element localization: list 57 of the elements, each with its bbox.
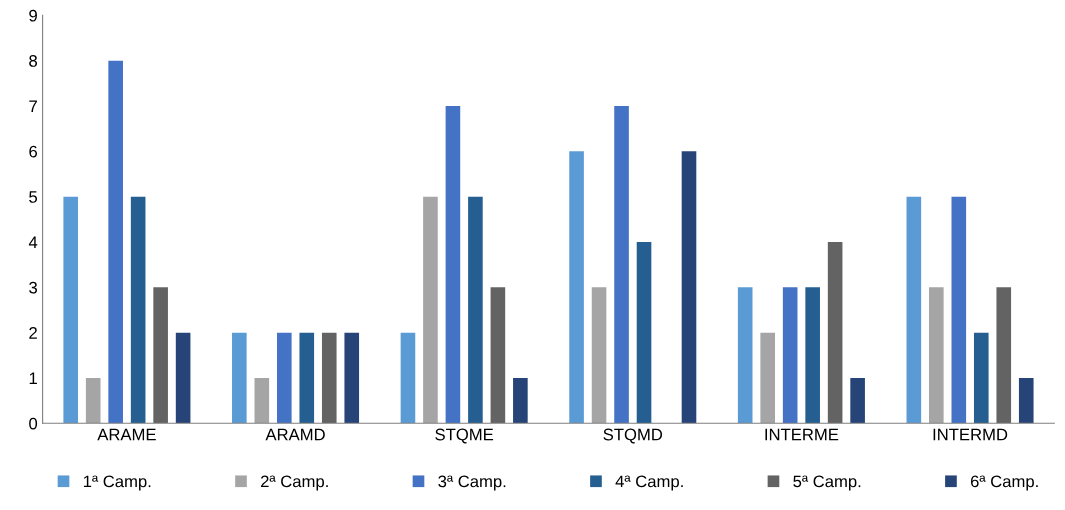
y-tick-label: 3	[29, 281, 38, 294]
bar	[827, 241, 843, 424]
bar	[929, 287, 944, 424]
x-tick-label: INTERMD	[933, 428, 1008, 441]
bar	[591, 287, 607, 424]
bar	[951, 196, 967, 424]
y-tick-label: 4	[28, 236, 38, 249]
y-tick-label: 0	[29, 417, 38, 430]
legend-label: 3ª Camp.	[438, 475, 506, 491]
bar	[636, 241, 652, 424]
bar	[254, 377, 270, 424]
legend-label: 5ª Camp.	[793, 475, 861, 491]
x-tick-label: STQMD	[603, 428, 663, 444]
bar	[681, 151, 697, 424]
bar	[175, 332, 191, 424]
y-tick-label: 9	[29, 9, 37, 22]
y-tick-label: 7	[29, 100, 37, 113]
bar	[973, 332, 989, 424]
bar	[85, 377, 101, 424]
bar	[513, 377, 528, 424]
bar	[760, 332, 775, 424]
bar	[805, 287, 820, 424]
bar	[996, 287, 1012, 424]
bar	[344, 332, 360, 424]
bar	[108, 60, 123, 424]
x-tick-label: STQME	[435, 428, 494, 444]
bar	[232, 332, 247, 424]
legend-label: 6ª Camp.	[970, 475, 1038, 491]
y-tick-label: 5	[29, 191, 38, 203]
bar	[423, 196, 438, 424]
bar	[614, 105, 629, 424]
bar	[153, 287, 168, 424]
y-tick-label: 2	[29, 327, 37, 339]
y-tick-label: 8	[29, 55, 38, 67]
bar	[850, 377, 865, 424]
legend-label: 1ª Camp.	[83, 475, 151, 491]
x-tick-label: ARAMD	[265, 428, 325, 441]
bar	[1018, 377, 1034, 424]
bar	[321, 332, 337, 424]
bar	[490, 287, 506, 424]
bar	[737, 287, 753, 424]
bar	[400, 332, 416, 424]
bar	[276, 332, 292, 424]
legend-label: 2ª Camp.	[261, 475, 328, 491]
bar	[63, 196, 79, 424]
bar	[782, 287, 798, 424]
x-tick-label: ARAME	[97, 428, 156, 441]
x-tick-label: INTERME	[765, 428, 839, 441]
y-tick-label: 6	[29, 145, 38, 158]
bar	[569, 151, 584, 424]
bar	[468, 196, 483, 424]
bar	[299, 332, 315, 424]
bar	[130, 196, 146, 424]
bar	[445, 105, 461, 424]
legend-label: 4ª Camp.	[615, 475, 683, 491]
y-tick-label: 1	[29, 372, 37, 385]
bar	[906, 196, 922, 424]
